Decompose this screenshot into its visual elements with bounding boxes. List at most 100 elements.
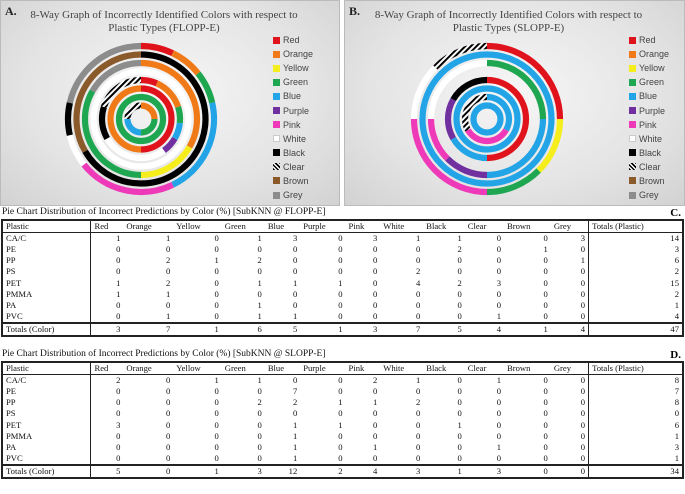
table-row: PS 0 0 0 0 0 0 0 0 0 0 0 0 0 xyxy=(2,408,684,420)
row-label: PE xyxy=(2,386,92,398)
legend-label: Pink xyxy=(639,119,657,130)
legend-item-orange: Orange xyxy=(629,47,669,61)
ring-segment-ca-c-black xyxy=(64,102,73,136)
ring-segment-pet-white xyxy=(104,136,166,162)
legend-item-yellow: Yellow xyxy=(273,61,313,75)
ring-segment-ca-c-grey xyxy=(66,42,142,104)
table-cell: 0 xyxy=(372,300,378,311)
ring-segment-pvc-blue xyxy=(470,102,504,136)
legend-item-white: White xyxy=(629,132,669,146)
ring-segment-pet-red xyxy=(140,76,159,87)
table-cell: 0 xyxy=(214,430,219,441)
legend: Red Orange Yellow Green Blue Purple Pink White B… xyxy=(273,33,313,202)
legend-label: Black xyxy=(639,147,662,158)
row-label: PS xyxy=(2,408,92,420)
legend-item-green: Green xyxy=(629,75,669,89)
table-cell: 0 xyxy=(165,386,171,397)
distribution-table: Plastic Red Orange Yellow Green Blue Purple Pin… xyxy=(1,361,684,480)
table-cell: 0 xyxy=(543,386,548,397)
ring-segment-ca-c-red xyxy=(486,42,564,120)
ring-segment-pet-black xyxy=(450,76,488,102)
table-cell: 2 xyxy=(457,277,462,288)
table-cell: 0 xyxy=(165,430,171,441)
row-total: 47 xyxy=(588,322,684,337)
table-cell: 3 xyxy=(90,322,124,337)
legend-item-grey: Grey xyxy=(629,188,669,202)
table-cell: 0 xyxy=(457,300,462,311)
table-cell: 0 xyxy=(214,419,219,430)
table-cell: 2 xyxy=(165,255,171,266)
table-cell: 0 xyxy=(165,419,171,430)
table-cell: 0 xyxy=(457,408,462,419)
column-header: Purple xyxy=(300,220,346,233)
table-cell: 0 xyxy=(214,277,219,288)
ring-segment-pvc-clear xyxy=(124,102,142,120)
column-header: White xyxy=(380,220,424,233)
table-cell: 0 xyxy=(543,397,548,408)
legend-label: Orange xyxy=(283,49,314,60)
table-cell: 1 xyxy=(496,311,501,322)
column-header: Yellow xyxy=(173,220,222,233)
table-cell: 0 xyxy=(116,453,121,464)
ring-segment-pp-grey xyxy=(89,59,142,93)
table-row: CA/C 2 0 1 1 0 0 2 1 0 1 0 0 8 xyxy=(2,374,684,386)
row-total: 1 xyxy=(588,299,684,312)
column-header: Clear xyxy=(464,362,504,375)
ring-segment-pmma-red xyxy=(140,85,175,153)
table-cell: 4 xyxy=(415,277,421,288)
table-cell: 0 xyxy=(550,441,590,454)
table-cell: 0 xyxy=(116,397,121,408)
table-cell: 0 xyxy=(415,442,421,453)
row-total: 6 xyxy=(588,255,684,267)
table-cell: 0 xyxy=(116,300,121,311)
table-cell: 7 xyxy=(123,322,174,337)
table-cell: 0 xyxy=(550,386,590,398)
table-row: PET 3 0 0 0 1 1 0 0 1 0 0 0 6 xyxy=(2,419,684,431)
legend-label: White xyxy=(639,133,663,144)
table-cell: 12 xyxy=(264,464,301,479)
legend-item-black: Black xyxy=(273,146,313,160)
table-cell: 0 xyxy=(165,408,171,419)
table-cell: 1 xyxy=(338,419,343,430)
table-cell: 0 xyxy=(214,288,219,299)
ring-segment-pp-green xyxy=(81,89,142,179)
table-row: PE 0 0 0 0 7 0 0 0 0 0 0 0 7 xyxy=(2,386,684,398)
row-label: PVC xyxy=(2,453,92,466)
table-cell: 0 xyxy=(543,311,548,322)
legend-label: Yellow xyxy=(639,63,665,74)
ring-segment-pp-white xyxy=(427,59,488,120)
ring-segment-ca-c-green xyxy=(486,168,541,196)
ring-segment-pp-blue xyxy=(486,118,547,179)
table-cell: 0 xyxy=(496,266,501,277)
column-header: Brown xyxy=(503,220,551,233)
table-cell: 1 xyxy=(165,288,171,299)
table-cell: 1 xyxy=(543,244,548,255)
table-cell: 0 xyxy=(496,408,501,419)
table-row: CA/C 1 1 0 1 3 0 3 1 1 0 0 3 14 xyxy=(2,232,684,244)
legend-item-white: White xyxy=(273,132,313,146)
row-total: 3 xyxy=(588,441,684,454)
table-cell: 0 xyxy=(372,386,378,397)
table-cell: 2 xyxy=(165,277,171,288)
row-total: 7 xyxy=(588,386,684,398)
column-header: Plastic xyxy=(2,362,92,375)
ring-segment-pvc-blue xyxy=(124,118,142,136)
table-cell: 0 xyxy=(550,453,590,466)
legend-label: Red xyxy=(283,35,300,46)
table-cell: 0 xyxy=(543,419,548,430)
table-cell: 4 xyxy=(345,464,381,479)
ring-segment-ca-c-orange xyxy=(171,50,201,76)
table-cell: 0 xyxy=(550,266,590,278)
table-cell: 0 xyxy=(338,430,343,441)
table-row: PA 0 0 0 1 0 0 0 0 0 0 0 0 1 xyxy=(2,299,684,312)
table-cell: 0 xyxy=(550,430,590,442)
table-row: PMMA 1 1 0 0 0 0 0 0 0 0 0 0 2 xyxy=(2,288,684,300)
row-label: PS xyxy=(2,266,92,278)
table-cell: 0 xyxy=(214,453,219,464)
table-row: PS 0 0 0 0 0 0 0 2 0 0 0 0 2 xyxy=(2,266,684,278)
table-cell: 1 xyxy=(292,419,298,430)
table-cell: 0 xyxy=(543,255,548,266)
ring-chart-svg xyxy=(410,42,564,196)
column-header: Yellow xyxy=(173,362,222,375)
legend-label: Brown xyxy=(639,175,665,186)
